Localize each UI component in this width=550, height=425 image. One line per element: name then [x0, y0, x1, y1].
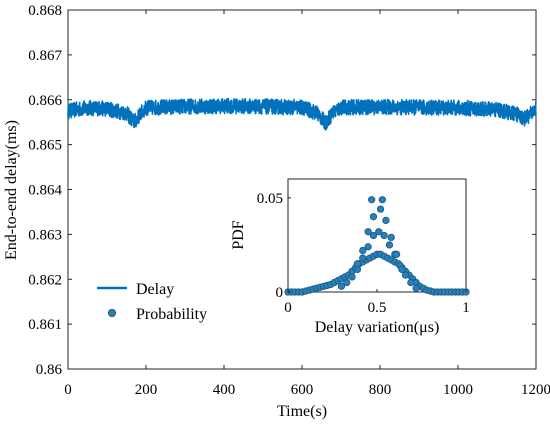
- probability-point: [378, 196, 386, 204]
- inset-x-tick-label: 0: [284, 300, 292, 316]
- main-y-ticks: 0.86 0.861 0.862 0.863 0.864 0.865 0.866 0.867 0…: [28, 3, 536, 378]
- main-y-tick-label: 0.865: [28, 138, 62, 154]
- legend-probability-label: Probability: [136, 306, 207, 323]
- legend-probability-marker: [107, 308, 117, 318]
- delay-series-line: [67, 97, 537, 131]
- main-y-tick-label: 0.86: [36, 362, 63, 378]
- probability-point: [337, 282, 346, 290]
- probability-point: [392, 250, 401, 258]
- main-y-tick-label: 0.864: [28, 183, 62, 199]
- inset-x-tick-label: 0.5: [368, 300, 387, 316]
- main-x-tick-label: 800: [369, 382, 392, 398]
- probability-point: [364, 243, 372, 251]
- inset-plot: 0 0.5 1 00.05 Delay variation(μs) PDF: [230, 178, 470, 336]
- probability-point: [348, 273, 356, 281]
- main-y-tick-label: 0.867: [28, 48, 62, 64]
- inset-y-tick-label: 0.05: [257, 191, 283, 207]
- inset-y-axis-label: PDF: [230, 220, 247, 249]
- probability-point: [343, 278, 351, 287]
- probability-point: [407, 278, 415, 287]
- probability-point: [385, 241, 394, 249]
- main-y-tick-label: 0.863: [28, 227, 62, 243]
- probability-point: [401, 271, 410, 279]
- inset-x-axis-label: Delay variation(μs): [315, 319, 440, 336]
- main-x-tick-label: 400: [213, 382, 236, 398]
- main-y-tick-label: 0.861: [28, 317, 62, 333]
- legend: Delay Probability: [97, 281, 207, 323]
- probability-point: [369, 231, 378, 240]
- delay-line-layer: [67, 97, 537, 131]
- main-y-tick-label: 0.862: [28, 272, 62, 288]
- probability-point: [412, 284, 420, 292]
- probability-point: [359, 254, 367, 262]
- probability-point: [364, 228, 372, 236]
- probability-point: [353, 260, 362, 268]
- probability-point: [398, 265, 406, 274]
- probability-point: [382, 216, 390, 225]
- main-x-tick-label: 600: [291, 382, 314, 398]
- inset-x-tick-label: 1: [462, 300, 470, 316]
- inset-y-tick-label: 0: [276, 285, 284, 301]
- main-plot: 0 200 400 600 800 1000 1200 0.860.8610.8620.86…: [3, 3, 550, 420]
- main-x-tick-label: 1200: [521, 382, 550, 398]
- probability-point: [375, 228, 383, 236]
- main-y-axis-label: End-to-end delay(ms): [3, 120, 20, 260]
- main-x-tick-label: 1000: [443, 382, 473, 398]
- probability-point: [387, 233, 395, 242]
- probability-point: [369, 213, 378, 221]
- probability-point: [380, 231, 388, 240]
- main-x-tick-label: 200: [135, 382, 158, 398]
- main-x-ticks: 0 200 400 600 800 1000 1200: [64, 10, 550, 398]
- probability-point: [368, 196, 376, 204]
- inset-y-ticks: 00.05: [257, 191, 291, 301]
- main-x-tick-label: 0: [64, 382, 72, 398]
- probability-point: [376, 205, 385, 213]
- probability-point: [359, 246, 367, 255]
- main-x-axis-label: Time(s): [277, 403, 327, 420]
- main-y-tick-label: 0.868: [28, 3, 62, 19]
- main-y-tick-label: 0.866: [28, 93, 62, 109]
- legend-delay-label: Delay: [136, 281, 174, 298]
